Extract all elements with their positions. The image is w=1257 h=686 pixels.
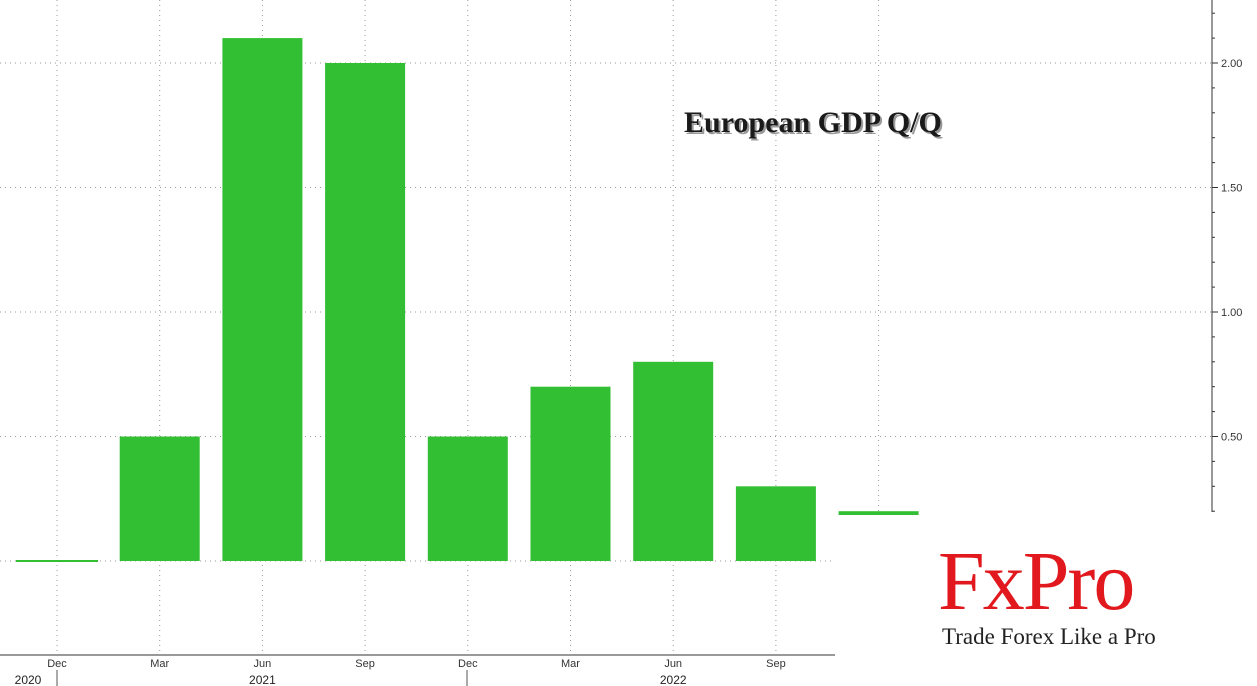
y-tick-label: 1.00 <box>1221 307 1242 319</box>
bar-2 <box>222 38 303 562</box>
y-tick-label: 0.50 <box>1221 432 1242 444</box>
fxpro-logo: FxPro <box>938 535 1135 628</box>
x-tick-label: Mar <box>561 658 580 670</box>
y-tick-label: 2.00 <box>1221 58 1242 70</box>
y-axis: 0.50 1.00 1.50 2.00 <box>1211 0 1242 512</box>
x-tick-label: Sep <box>766 658 786 670</box>
y-tick-label: 1.50 <box>1221 183 1242 195</box>
bar-1 <box>119 436 200 561</box>
bar-6 <box>633 361 714 561</box>
x-tick-label: Jun <box>664 658 682 670</box>
bars <box>16 38 919 562</box>
x-tick-label: Dec <box>458 658 478 670</box>
bar-4 <box>427 436 508 561</box>
x-tick-label: Mar <box>150 658 169 670</box>
bar-0 <box>16 560 98 562</box>
x-tick-label: Dec <box>47 658 67 670</box>
year-label-2020: 2020 <box>15 673 42 686</box>
year-label-2021: 2021 <box>249 673 276 686</box>
bar-5 <box>530 386 611 561</box>
watermark-box <box>835 515 1257 686</box>
chart-title: European GDP Q/Q <box>684 106 942 139</box>
chart-title-shadow: European GDP Q/Q <box>686 108 944 141</box>
x-tick-label: Jun <box>254 658 272 670</box>
bar-7 <box>735 486 816 561</box>
x-axis: Dec Mar Jun Sep Dec Mar Jun Sep 2020 2021 2022 <box>0 654 835 686</box>
bar-3 <box>325 63 406 561</box>
chart-title-group: European GDP Q/Q European GDP Q/Q <box>684 106 944 141</box>
x-tick-label: Sep <box>355 658 375 670</box>
year-label-2022: 2022 <box>660 673 687 686</box>
fxpro-tagline: Trade Forex Like a Pro <box>942 624 1156 649</box>
